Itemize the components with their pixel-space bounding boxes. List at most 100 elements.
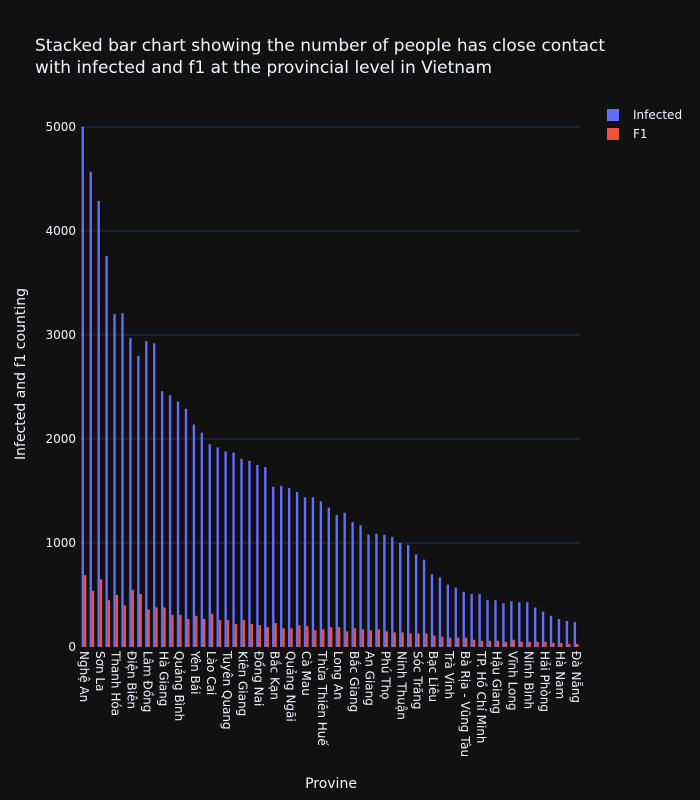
bar-infected[interactable] xyxy=(129,338,132,647)
bar-f1[interactable] xyxy=(393,632,396,647)
bar-infected[interactable] xyxy=(280,485,283,647)
bar-infected[interactable] xyxy=(399,543,402,647)
bar-f1[interactable] xyxy=(568,643,571,647)
bar-infected[interactable] xyxy=(160,391,164,647)
bar-infected[interactable] xyxy=(89,171,92,647)
bar-f1[interactable] xyxy=(337,627,341,647)
bar-infected[interactable] xyxy=(97,200,100,647)
bar-f1[interactable] xyxy=(401,632,404,647)
bar-infected[interactable] xyxy=(311,497,315,647)
bar-infected[interactable] xyxy=(232,452,235,647)
bar-f1[interactable] xyxy=(353,628,357,647)
bar-f1[interactable] xyxy=(226,619,230,647)
bar-infected[interactable] xyxy=(573,622,577,647)
bar-infected[interactable] xyxy=(168,395,172,647)
bar-infected[interactable] xyxy=(518,602,521,647)
bar-infected[interactable] xyxy=(414,554,418,647)
bar-infected[interactable] xyxy=(526,602,529,647)
bar-infected[interactable] xyxy=(256,465,259,647)
bar-infected[interactable] xyxy=(446,584,450,647)
bar-infected[interactable] xyxy=(383,534,386,647)
bar-f1[interactable] xyxy=(528,641,531,647)
bar-f1[interactable] xyxy=(488,640,492,647)
bar-f1[interactable] xyxy=(314,630,317,647)
bar-f1[interactable] xyxy=(504,641,507,647)
bar-infected[interactable] xyxy=(224,451,227,647)
bar-f1[interactable] xyxy=(441,636,444,647)
bar-f1[interactable] xyxy=(409,633,412,647)
bar-f1[interactable] xyxy=(512,639,515,647)
bar-infected[interactable] xyxy=(462,591,465,647)
bar-f1[interactable] xyxy=(115,595,119,647)
bar-f1[interactable] xyxy=(385,631,388,647)
bar-f1[interactable] xyxy=(298,625,301,647)
bar-infected[interactable] xyxy=(510,601,513,647)
legend-item-f1[interactable]: F1 xyxy=(607,127,648,141)
bar-f1[interactable] xyxy=(234,624,238,647)
bar-infected[interactable] xyxy=(502,603,505,647)
bar-f1[interactable] xyxy=(99,579,103,647)
bar-f1[interactable] xyxy=(242,619,246,647)
bar-f1[interactable] xyxy=(464,637,468,647)
bar-f1[interactable] xyxy=(361,629,365,647)
bar-f1[interactable] xyxy=(139,593,142,647)
bar-infected[interactable] xyxy=(438,577,442,647)
bar-infected[interactable] xyxy=(113,314,116,647)
bar-infected[interactable] xyxy=(406,545,410,647)
bar-infected[interactable] xyxy=(248,460,251,647)
bar-infected[interactable] xyxy=(184,408,188,647)
bar-f1[interactable] xyxy=(179,614,182,647)
bar-infected[interactable] xyxy=(240,458,243,647)
bar-infected[interactable] xyxy=(486,600,489,647)
legend[interactable]: Infected F1 xyxy=(607,108,682,141)
bar-infected[interactable] xyxy=(319,501,323,647)
bar-f1[interactable] xyxy=(282,628,285,647)
bar-f1[interactable] xyxy=(187,618,190,647)
bar-infected[interactable] xyxy=(272,486,275,647)
bar-infected[interactable] xyxy=(494,600,497,647)
bar-f1[interactable] xyxy=(91,590,95,647)
bar-f1[interactable] xyxy=(250,624,254,647)
bar-f1[interactable] xyxy=(266,627,269,647)
bar-f1[interactable] xyxy=(345,631,349,647)
bar-f1[interactable] xyxy=(480,640,484,647)
bar-infected[interactable] xyxy=(208,444,211,647)
bar-f1[interactable] xyxy=(171,614,174,647)
bar-f1[interactable] xyxy=(472,639,476,647)
bar-f1[interactable] xyxy=(552,642,555,647)
bar-infected[interactable] xyxy=(176,401,180,647)
bar-f1[interactable] xyxy=(290,628,293,647)
bar-f1[interactable] xyxy=(107,600,111,647)
bar-f1[interactable] xyxy=(306,626,309,647)
bar-infected[interactable] xyxy=(533,607,537,647)
bar-infected[interactable] xyxy=(287,487,291,647)
bar-infected[interactable] xyxy=(454,587,457,647)
bar-infected[interactable] xyxy=(303,497,307,647)
bar-f1[interactable] xyxy=(123,605,127,647)
bar-f1[interactable] xyxy=(449,637,452,647)
bar-f1[interactable] xyxy=(544,641,547,647)
bar-infected[interactable] xyxy=(327,507,330,647)
bar-f1[interactable] xyxy=(195,615,198,647)
bar-f1[interactable] xyxy=(369,630,373,647)
bar-infected[interactable] xyxy=(264,467,267,647)
bar-f1[interactable] xyxy=(576,643,579,647)
bar-f1[interactable] xyxy=(417,633,420,647)
bar-infected[interactable] xyxy=(557,618,561,647)
bar-f1[interactable] xyxy=(330,627,333,647)
bar-f1[interactable] xyxy=(203,618,206,647)
bar-infected[interactable] xyxy=(145,341,148,647)
bar-infected[interactable] xyxy=(137,355,140,647)
bar-f1[interactable] xyxy=(520,641,523,647)
bar-infected[interactable] xyxy=(549,615,553,647)
legend-item-infected[interactable]: Infected xyxy=(607,108,682,122)
bar-f1[interactable] xyxy=(210,613,214,647)
bar-f1[interactable] xyxy=(163,607,166,647)
bar-infected[interactable] xyxy=(105,255,108,647)
bar-infected[interactable] xyxy=(200,432,204,647)
bar-infected[interactable] xyxy=(192,424,196,647)
bar-infected[interactable] xyxy=(565,621,569,647)
bar-f1[interactable] xyxy=(456,637,460,647)
bar-infected[interactable] xyxy=(367,534,370,647)
bar-f1[interactable] xyxy=(218,619,222,647)
